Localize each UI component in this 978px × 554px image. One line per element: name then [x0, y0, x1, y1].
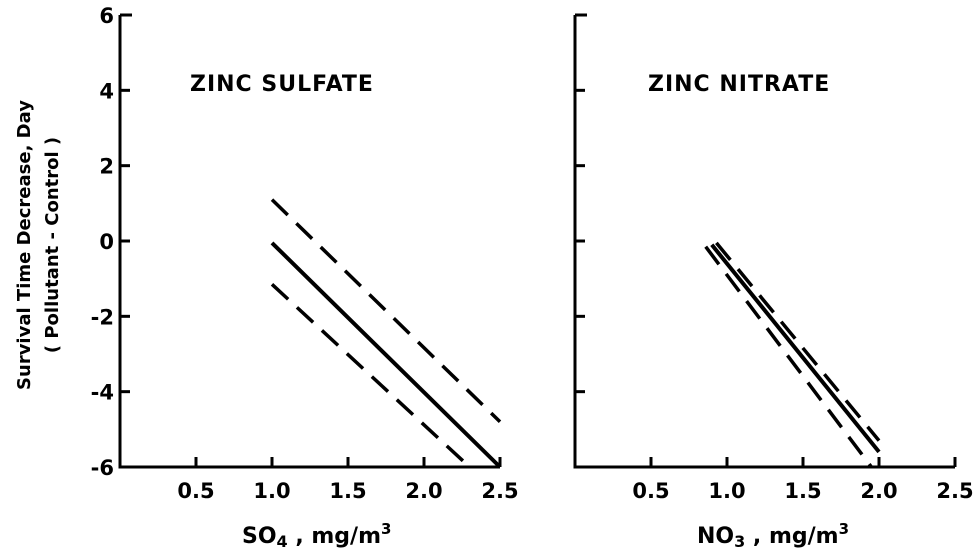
panel-zinc-nitrate: 0.5 1.0 1.5 2.0 2.5	[573, 13, 974, 503]
y-axis-label-line2: ( Pollutant - Control )	[42, 137, 63, 353]
x-label-sup: 3	[839, 520, 849, 538]
panel-title-sulfate: ZINC SULFATE	[190, 72, 374, 97]
confidence-bound-line	[270, 283, 471, 469]
x-label-sub: 3	[734, 532, 745, 551]
y-axis-label-group: Survival Time Decrease, Day ( Pollutant …	[14, 100, 63, 390]
y-tick-label: 2	[99, 155, 114, 179]
panel-title-nitrate: ZINC NITRATE	[648, 72, 830, 97]
x-tick-label: 1.5	[784, 479, 821, 503]
y-tick-label: 4	[99, 79, 114, 103]
y-tick-label: -6	[91, 456, 114, 480]
panel-zinc-sulfate: 6 4 2 0 -2 -4 -6 0.5 1.0 1.5 2.0 2.5	[91, 4, 519, 503]
y-tick-label: 0	[99, 230, 114, 254]
x-tick-label: 2.0	[860, 479, 897, 503]
y-tick-label: 6	[99, 4, 114, 28]
x-tick-label: 2.0	[405, 479, 442, 503]
x-axis-label-nitrate: NO3 , mg/m3	[697, 520, 849, 551]
x-tick-label: 2.5	[481, 479, 518, 503]
x-axis-label-sulfate: SO4 , mg/m3	[242, 520, 391, 551]
x-label-sub: 4	[277, 532, 288, 551]
x-tick-label: 1.0	[708, 479, 745, 503]
y-tick-label: -2	[91, 305, 114, 329]
x-tick-label: 0.5	[177, 479, 214, 503]
x-label-main: SO	[242, 524, 277, 549]
x-tick-label: 1.0	[253, 479, 290, 503]
confidence-bound-line	[270, 198, 502, 424]
y-tick-label: -4	[91, 381, 114, 405]
x-label-main: NO	[697, 524, 734, 549]
x-label-unit: , mg/m	[745, 524, 838, 549]
y-axis-label-line1: Survival Time Decrease, Day	[14, 100, 35, 390]
regression-line	[270, 241, 502, 469]
x-tick-label: 2.5	[936, 479, 973, 503]
confidence-bound-line	[704, 245, 873, 469]
x-label-unit: , mg/m	[288, 524, 381, 549]
x-tick-label: 0.5	[632, 479, 669, 503]
x-label-sup: 3	[381, 520, 391, 538]
regression-line	[710, 243, 881, 454]
x-tick-label: 1.5	[329, 479, 366, 503]
confidence-bound-line	[715, 241, 881, 442]
